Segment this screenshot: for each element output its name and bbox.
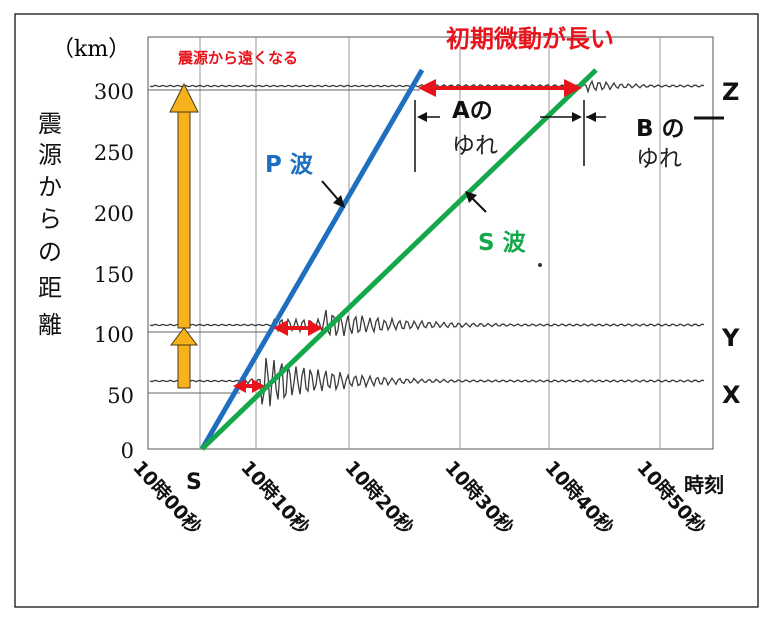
s-wave-line [200,68,598,451]
x-tick-label: 10時10秒 [236,456,314,539]
y-axis-char: ら [38,205,62,233]
short-arrow-shaft [177,342,191,389]
unit-label: （km） [52,37,130,62]
red-arrowhead [308,320,323,336]
x-tick-label: 10時40秒 [540,456,618,539]
x-tick-label: 10時30秒 [440,456,518,539]
red-arrowhead [252,379,265,393]
y-tick-label: 0 [121,439,134,463]
b-arrow-head [586,112,596,122]
y-tick-label: 250 [94,141,134,165]
stray-dot [538,263,542,267]
p-wave-label: P 波 [265,152,314,178]
long-arrow-shaft [177,110,191,329]
a-shaking-label-1: Aの [452,98,493,124]
y-tick-label: 50 [107,384,134,408]
graph-panel [147,36,714,450]
x-axis-label: 時刻 [684,473,724,497]
station-label-z: Z [722,78,739,106]
y-tick-label: 300 [94,80,134,104]
station-labels: Z Y X [721,78,741,409]
red-arrowhead [564,79,582,97]
red-arrowhead [233,379,246,393]
outer-frame [14,13,759,608]
farther-caption: 震源から遠くなる [178,49,298,67]
b-arrow-head [572,112,582,122]
y-tick-label: 200 [94,202,134,226]
short-arrow-head [169,327,199,346]
y-tick-label: 150 [94,263,134,287]
origin-label: S [186,470,202,495]
longer-prelim-caption: 初期微動が長い [446,25,614,53]
farther-arrows [169,82,199,389]
ab-markers [414,100,724,172]
s-wave-label: S 波 [478,230,527,256]
s-pointer-head [465,191,477,203]
y-axis-char: 源 [38,141,62,169]
distance-lines [148,89,420,394]
x-tick-label: 10時00秒 [128,456,206,539]
y-axis-char: 離 [38,311,62,339]
station-label-x: X [722,381,741,409]
red-arrowhead [418,79,436,97]
y-axis-char: か [38,173,62,201]
y-axis-label: 震 源 か ら の 距 離 [38,110,62,339]
y-axis-char: 震 [38,110,62,138]
y-tick-labels: 300 250 200 150 100 50 0 [94,80,134,463]
y-tick-label: 100 [94,323,134,347]
a-shaking-label-2: ゆれ [452,133,498,159]
station-label-y: Y [721,324,740,352]
b-shaking-label-2: ゆれ [636,146,682,172]
p-pointer-head [333,195,345,208]
wave-pointers [321,180,487,213]
x-tick-labels: 10時00秒 10時10秒 10時20秒 10時30秒 10時40秒 10時50… [128,456,710,539]
prelim-tremor-arrows [233,79,582,393]
seismogram-trace-y [149,309,705,337]
b-shaking-label-1: B の [636,116,685,142]
long-arrow-head [169,82,199,113]
red-arrowhead [273,320,288,336]
y-axis-char: の [38,238,62,266]
a-arrow-head [417,112,427,122]
x-tick-label: 10時50秒 [632,456,710,539]
y-axis-char: 距 [38,274,62,302]
x-tick-label: 10時20秒 [340,456,418,539]
